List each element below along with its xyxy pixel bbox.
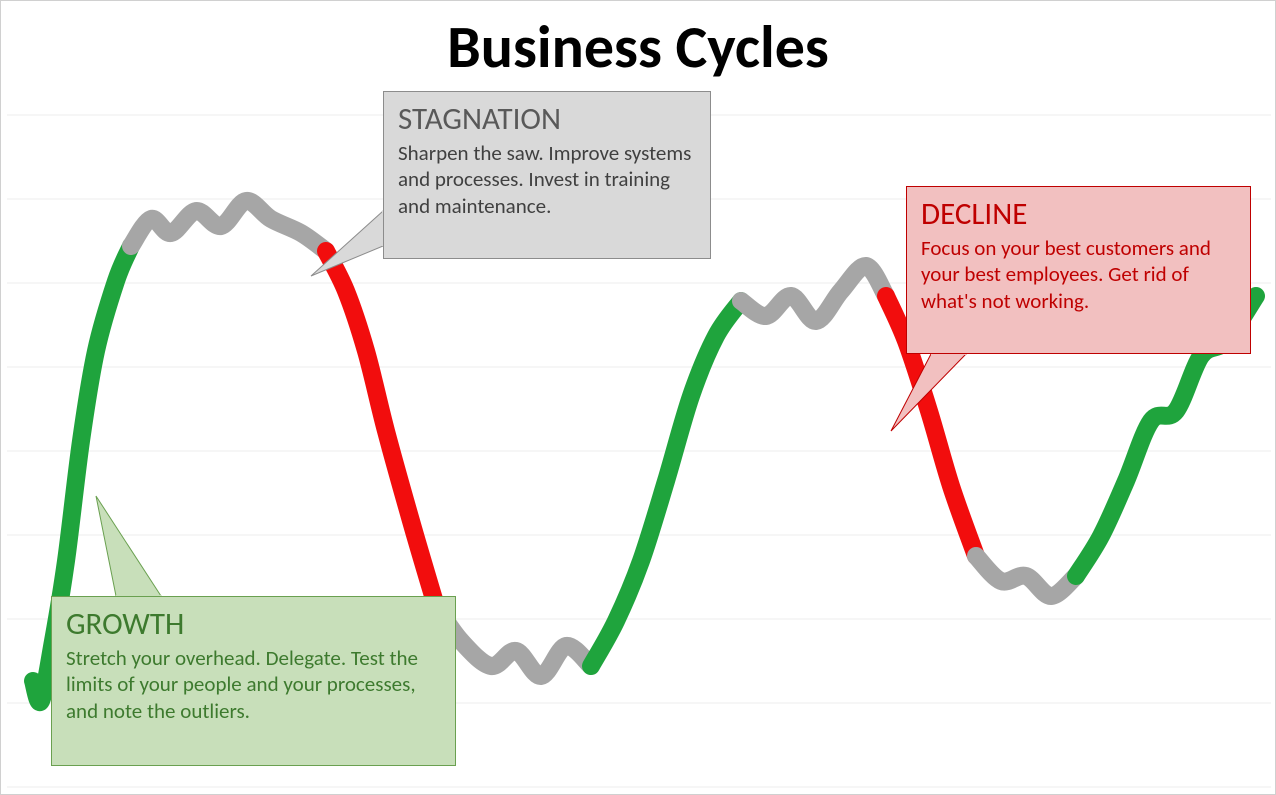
- callout-growth-body: Stretch your overhead. Delegate. Test th…: [66, 645, 441, 724]
- segment-stagnation: [976, 556, 1076, 596]
- callout-stagnation: STAGNATION Sharpen the saw. Improve syst…: [383, 91, 711, 259]
- callout-growth: GROWTH Stretch your overhead. Delegate. …: [51, 596, 456, 766]
- callout-growth-title: GROWTH: [66, 607, 441, 641]
- callout-decline-body: Focus on your best customers and your be…: [921, 235, 1236, 314]
- callout-decline-title: DECLINE: [921, 197, 1236, 231]
- segment-decline: [326, 251, 436, 606]
- callout-decline: DECLINE Focus on your best customers and…: [906, 186, 1251, 354]
- callout-stagnation-body: Sharpen the saw. Improve systems and pro…: [398, 140, 696, 219]
- chart-title: Business Cycles: [1, 11, 1275, 84]
- segment-stagnation: [741, 266, 886, 321]
- segment-growth: [591, 301, 741, 666]
- segment-stagnation: [436, 606, 591, 676]
- callout-pointer-growth: [96, 496, 161, 596]
- business-cycles-chart: Business Cycles STAGNATION Sharpen the s…: [0, 0, 1276, 795]
- segment-stagnation: [131, 201, 326, 251]
- callout-stagnation-title: STAGNATION: [398, 102, 696, 136]
